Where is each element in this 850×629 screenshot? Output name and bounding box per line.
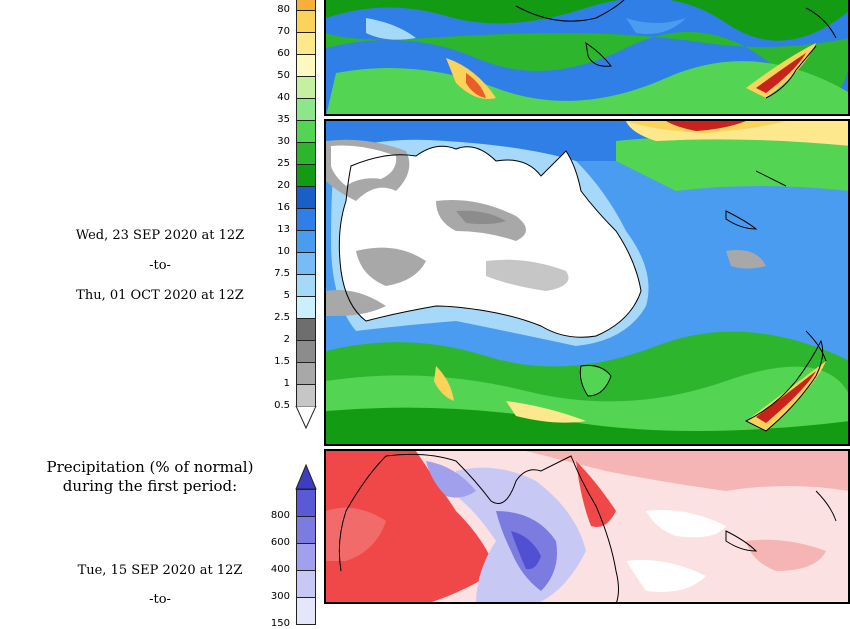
colorbar-tick-label: 2.5 bbox=[274, 312, 290, 323]
colorbar-tick-label: 1.5 bbox=[274, 356, 290, 367]
colorbar-swatch bbox=[296, 252, 316, 275]
colorbar-swatch bbox=[296, 98, 316, 121]
colorbar-swatch bbox=[296, 230, 316, 253]
colorbar-tick-label: 1 bbox=[283, 378, 290, 389]
colorbar-swatch bbox=[296, 10, 316, 33]
colorbar-tick-label: 20 bbox=[277, 180, 290, 191]
colorbar-swatch bbox=[296, 186, 316, 209]
colorbar-swatch bbox=[296, 274, 316, 297]
precip-map-previous-period bbox=[324, 0, 850, 116]
colorbar-swatch bbox=[296, 597, 316, 625]
colorbar-swatch bbox=[296, 318, 316, 341]
colorbar-tick-label: 7.5 bbox=[274, 268, 290, 279]
colorbar-swatch bbox=[296, 516, 316, 544]
precip-map-svg-previous bbox=[326, 0, 848, 114]
precip-map-svg-current bbox=[326, 121, 848, 444]
colorbar-tick-label: 400 bbox=[270, 564, 290, 575]
precip-map-current-period bbox=[324, 119, 850, 446]
section-title-line1: Precipitation (% of normal) bbox=[46, 458, 254, 476]
colorbar-swatch bbox=[296, 489, 316, 517]
colorbar-swatch bbox=[296, 296, 316, 319]
period-start-text: Wed, 23 SEP 2020 at 12Z bbox=[75, 228, 245, 243]
colorbar-tick-label: 35 bbox=[277, 114, 290, 125]
colorbar-tick-label: 13 bbox=[277, 224, 290, 235]
colorbar-tick-label: 60 bbox=[277, 48, 290, 59]
period-end-text: Thu, 01 OCT 2020 at 12Z bbox=[76, 288, 244, 303]
colorbar-swatch bbox=[296, 340, 316, 363]
colorbar-swatch bbox=[296, 384, 316, 407]
colorbar-tick-label: 800 bbox=[270, 510, 290, 521]
colorbar-tick-label: 25 bbox=[277, 158, 290, 169]
colorbar-swatch bbox=[296, 362, 316, 385]
colorbar-tick-label: 600 bbox=[270, 537, 290, 548]
colorbar-tick-label: 80 bbox=[277, 4, 290, 15]
bottom-period-start-text: Tue, 15 SEP 2020 at 12Z bbox=[77, 563, 243, 578]
colorbar-tick-label: 30 bbox=[277, 136, 290, 147]
colorbar-tick-label: 40 bbox=[277, 92, 290, 103]
colorbar-tick-label: 10 bbox=[277, 246, 290, 257]
percent-normal-map bbox=[324, 449, 850, 604]
colorbar-tick-label: 0.5 bbox=[274, 400, 290, 411]
colorbar-lower-extend-arrow bbox=[295, 406, 317, 430]
colorbar-swatch bbox=[296, 120, 316, 143]
colorbar-swatch bbox=[296, 54, 316, 77]
colorbar-swatch bbox=[296, 208, 316, 231]
colorbar-tick-label: 50 bbox=[277, 70, 290, 81]
colorbar-upper-extend-arrow bbox=[295, 464, 317, 490]
colorbar-swatch bbox=[296, 543, 316, 571]
colorbar-swatch bbox=[296, 164, 316, 187]
colorbar-swatch bbox=[296, 76, 316, 99]
colorbar-tick-label: 70 bbox=[277, 26, 290, 37]
colorbar-tick-label: 2 bbox=[283, 334, 290, 345]
colorbar-swatch bbox=[296, 570, 316, 598]
section-title-line2: during the first period: bbox=[62, 477, 238, 495]
colorbar-swatch bbox=[296, 142, 316, 165]
period-separator-text: -to- bbox=[149, 258, 171, 273]
colorbar-tick-label: 150 bbox=[270, 618, 290, 629]
colorbar-tick-label: 16 bbox=[277, 202, 290, 213]
colorbar-tick-label: 300 bbox=[270, 591, 290, 602]
colorbar-tick-label: 5 bbox=[283, 290, 290, 301]
colorbar-swatch bbox=[296, 32, 316, 55]
percent-normal-map-svg bbox=[326, 451, 848, 602]
